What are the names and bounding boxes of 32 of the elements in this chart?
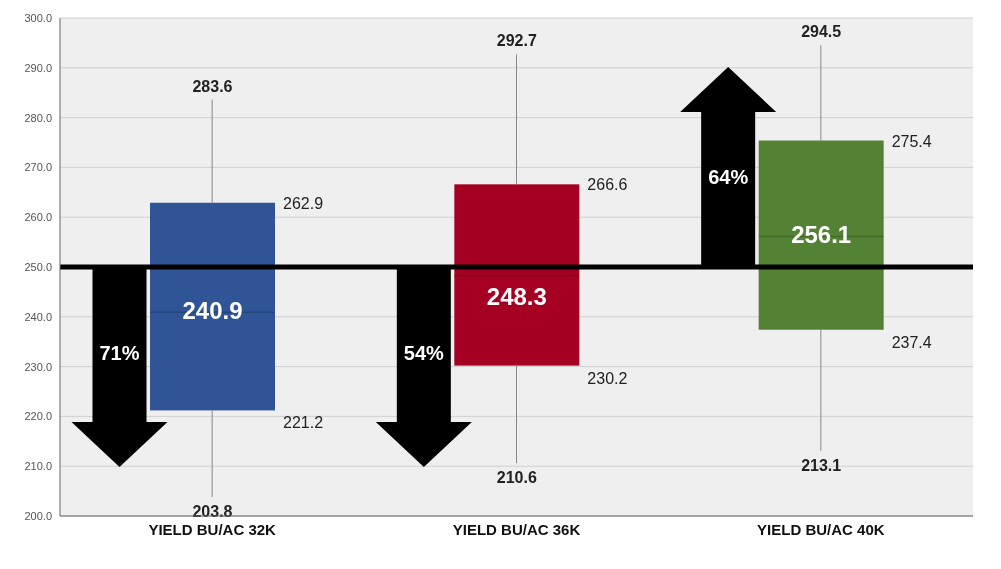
x-tick-label: YIELD BU/AC 36K: [452, 520, 581, 538]
y-tick-label: 240.0: [24, 310, 52, 323]
annotation: 248.3: [486, 283, 547, 311]
y-tick-label: 260.0: [24, 211, 52, 224]
y-tick-label: 210.0: [24, 460, 52, 473]
annotation: 262.9: [283, 194, 324, 212]
annotation: 71%: [99, 342, 140, 365]
annotation: 210.6: [496, 469, 537, 487]
annotation: 292.7: [496, 32, 537, 50]
y-tick-label: 290.0: [24, 61, 52, 74]
annotation: 294.5: [801, 23, 842, 41]
x-tick-label: YIELD BU/AC 40K: [757, 520, 885, 538]
x-tick-label: YIELD BU/AC 32K: [148, 520, 277, 538]
y-tick-label: 270.0: [24, 161, 52, 174]
annotation: 283.6: [192, 77, 233, 95]
annotation: 230.2: [587, 369, 628, 387]
y-tick-label: 200.0: [24, 509, 52, 522]
annotation: 266.6: [587, 176, 628, 194]
y-tick-label: 250.0: [24, 260, 52, 273]
y-tick-label: 220.0: [24, 410, 52, 423]
annotation: 221.2: [283, 414, 324, 432]
y-tick-label: 300.0: [24, 11, 52, 24]
annotation: 64%: [708, 166, 749, 189]
annotation: 240.9: [182, 296, 243, 324]
annotation: 203.8: [192, 503, 233, 521]
annotation: 275.4: [891, 132, 932, 150]
y-tick-label: 230.0: [24, 360, 52, 373]
annotation: 54%: [403, 342, 445, 365]
y-tick-label: 280.0: [24, 111, 52, 124]
annotation: 256.1: [791, 220, 852, 248]
annotation: 237.4: [891, 333, 932, 351]
annotation: 213.1: [801, 456, 842, 474]
